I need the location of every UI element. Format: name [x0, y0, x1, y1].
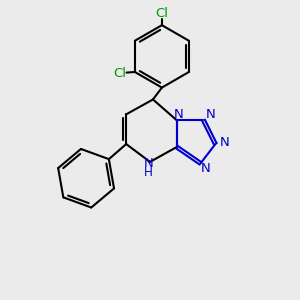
Text: H: H [144, 167, 153, 179]
Text: Cl: Cl [113, 67, 126, 80]
Text: N: N [173, 108, 183, 121]
Text: N: N [201, 162, 211, 175]
Text: N: N [144, 157, 153, 170]
Text: N: N [206, 108, 215, 122]
Text: N: N [219, 136, 229, 149]
Text: Cl: Cl [155, 7, 168, 20]
